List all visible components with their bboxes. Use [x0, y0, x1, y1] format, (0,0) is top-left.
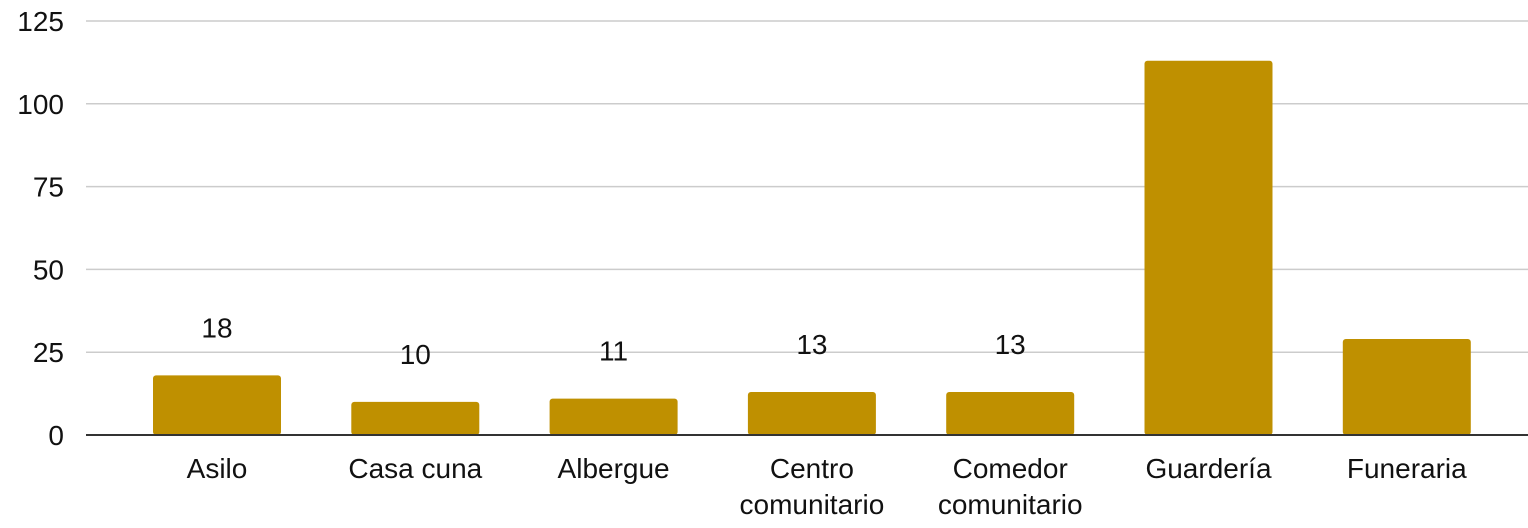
gridlines [86, 20, 1528, 353]
bar [946, 391, 1075, 435]
data-label: 13 [995, 329, 1026, 360]
data-label: 11 [599, 336, 628, 367]
bar [747, 391, 876, 435]
x-category-label: Funeraria [1347, 453, 1467, 484]
data-label: 13 [796, 329, 827, 360]
bar [549, 398, 678, 435]
x-category-label: Asilo [187, 453, 248, 484]
y-tick-label: 75 [33, 172, 64, 203]
x-category-label: Comedor [953, 453, 1068, 484]
x-axis-categories: Asilo Casa cuna Albergue Centro comunitario C… [187, 453, 1467, 520]
y-tick-label: 50 [33, 254, 64, 285]
bar [351, 401, 480, 435]
data-labels: 18 10 11 13 13 [201, 312, 1025, 369]
x-category-label: comunitario [740, 489, 885, 520]
bar [1144, 60, 1273, 436]
bars [153, 60, 1471, 436]
x-category-label: Albergue [558, 453, 670, 484]
x-category-label: Guardería [1145, 453, 1271, 484]
y-tick-label: 100 [17, 89, 64, 120]
x-category-label: Casa cuna [348, 453, 482, 484]
data-label: 10 [400, 339, 431, 370]
y-tick-label: 125 [17, 6, 64, 37]
bar [1342, 338, 1471, 435]
y-axis-ticks: 0 25 50 75 100 125 [17, 6, 64, 451]
y-tick-label: 0 [48, 420, 64, 451]
y-tick-label: 25 [33, 337, 64, 368]
data-label: 18 [201, 312, 232, 343]
x-category-label: comunitario [938, 489, 1083, 520]
bar [153, 375, 281, 435]
x-category-label: Centro [770, 453, 854, 484]
